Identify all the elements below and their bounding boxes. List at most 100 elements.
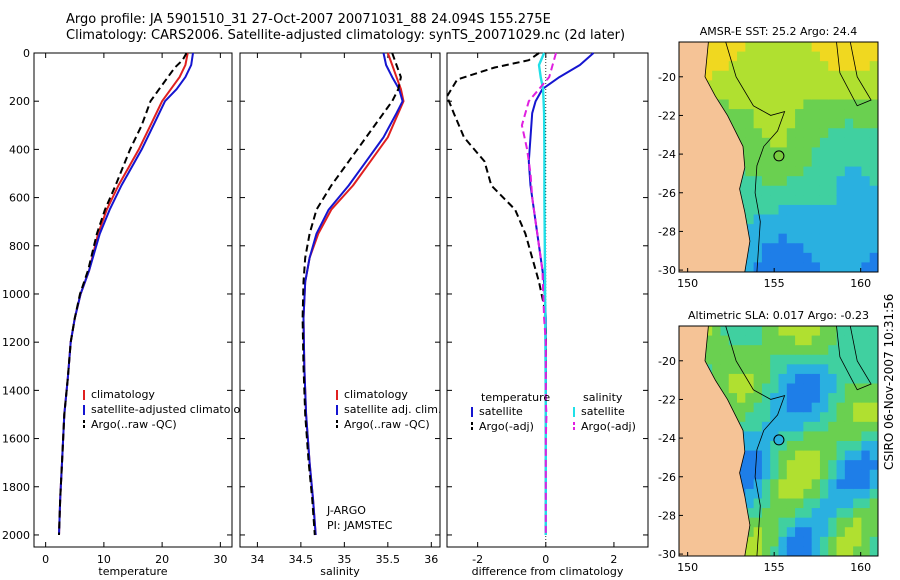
map-cell <box>836 176 846 187</box>
map-cell <box>836 224 846 235</box>
map-cell <box>770 204 780 216</box>
map-cell <box>753 450 763 461</box>
map-cell <box>853 109 863 120</box>
map-cell <box>745 89 755 101</box>
map-cell <box>786 383 796 394</box>
map-cell <box>853 450 863 461</box>
map-cell <box>853 335 863 346</box>
map-frame <box>678 325 879 557</box>
map-cell <box>786 469 796 480</box>
map-cell <box>861 195 871 206</box>
map-cell <box>819 441 829 452</box>
map-cell <box>753 326 763 337</box>
map-cell <box>828 527 838 538</box>
y-tick-label: 1000 <box>2 288 30 301</box>
map-cell <box>753 185 763 196</box>
map-cell <box>786 51 796 62</box>
map-cell <box>811 233 821 244</box>
map-cell <box>861 252 871 264</box>
map-cell <box>761 354 771 365</box>
map-cell <box>844 118 854 129</box>
map-cell <box>836 118 846 129</box>
map-cell <box>853 185 863 196</box>
map-cell <box>795 354 804 365</box>
y-tick-label: -24 <box>658 148 676 161</box>
map-cell <box>728 364 738 375</box>
map-cell <box>861 373 871 385</box>
map-cell <box>795 498 804 509</box>
map-cell <box>761 431 771 442</box>
map-cell <box>836 326 846 337</box>
map-cell <box>803 109 813 120</box>
map-cell <box>836 412 846 423</box>
map-cell <box>828 393 838 404</box>
map-cell <box>770 233 780 244</box>
map-cell <box>753 262 763 272</box>
map-cell <box>778 70 788 81</box>
map-cell <box>720 89 730 101</box>
map-cell <box>786 224 796 235</box>
map-cell <box>819 536 829 548</box>
map-cell <box>836 354 846 365</box>
map-cell <box>712 345 722 356</box>
map-cell <box>761 345 771 356</box>
map-cell <box>786 345 796 356</box>
map-cell <box>869 42 878 53</box>
map-cell <box>819 89 829 101</box>
map-cell <box>778 137 788 149</box>
map-cell <box>778 89 788 101</box>
map-cell <box>761 508 771 519</box>
map-cell <box>853 479 863 490</box>
map-cell <box>811 243 821 254</box>
map-cell <box>844 89 854 101</box>
map-cell <box>761 546 771 556</box>
map-cell <box>795 393 804 404</box>
map-cell <box>770 99 780 110</box>
map-cell <box>811 441 821 452</box>
map-cell <box>844 364 854 375</box>
map-cell <box>712 364 722 375</box>
map-cell <box>819 118 829 129</box>
sst-map-panel: 150 155 160 -20 -22 -24 -26 -28 -30 AMSR-E SST: 2… <box>658 25 879 290</box>
x-tick-label: 34.5 <box>289 553 314 566</box>
map-cell <box>836 402 846 413</box>
map-cell <box>761 479 771 490</box>
map-cell <box>778 488 788 500</box>
map-cell <box>811 517 821 528</box>
map-cell <box>844 345 854 356</box>
map-cell <box>745 326 755 337</box>
y-tick-label: -26 <box>658 471 676 484</box>
map-cell <box>853 364 863 375</box>
map-cell <box>819 252 829 264</box>
map-cell <box>803 185 813 196</box>
map-cell <box>778 252 788 264</box>
series-line-argo <box>58 52 188 536</box>
map-cell <box>786 109 796 120</box>
map-cell <box>795 51 804 62</box>
map-cell <box>761 536 771 548</box>
map-cell <box>753 61 763 72</box>
map-cell <box>745 469 755 480</box>
map-cell <box>761 128 771 139</box>
map-cell <box>803 536 813 548</box>
map-cell <box>795 364 804 375</box>
map-cell <box>869 99 878 110</box>
map-cell <box>795 373 804 385</box>
map-cell <box>753 147 763 158</box>
map-cell <box>786 364 796 375</box>
legend-label: Argo(..raw -QC) <box>91 418 177 431</box>
map-cell <box>853 166 863 177</box>
map-cell <box>778 61 788 72</box>
map-cell <box>853 176 863 187</box>
map-cell <box>745 157 755 168</box>
map-cell <box>819 546 829 556</box>
map-cell <box>828 441 838 452</box>
map-cell <box>819 137 829 149</box>
legend-label: satellite-adjusted climatology <box>91 403 254 416</box>
map-cell <box>720 383 730 394</box>
legend-header: temperature <box>481 391 550 404</box>
map-cell <box>778 498 788 509</box>
map-cell <box>836 185 846 196</box>
map-cell <box>844 441 854 452</box>
map-cell <box>786 373 796 385</box>
